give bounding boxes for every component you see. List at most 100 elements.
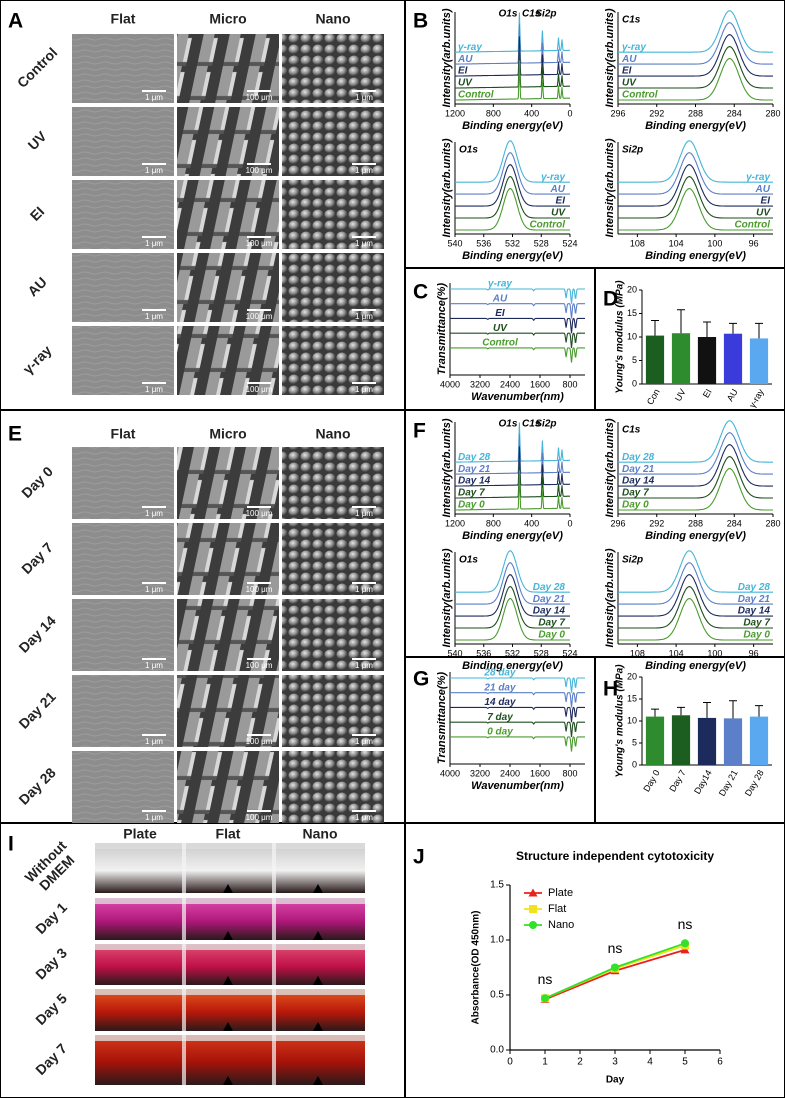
series-label: Day 28 <box>458 452 491 463</box>
series-label: Control <box>458 90 494 101</box>
well-photo <box>95 1035 365 1085</box>
row-label: Day 14 <box>15 612 58 655</box>
x-tick-label: Day14 <box>692 768 714 796</box>
x-axis-label: Wavenumber(nm) <box>471 391 564 403</box>
column-header: Flat <box>216 826 241 842</box>
well-gap <box>182 1035 186 1085</box>
series-label: UV <box>622 78 637 89</box>
scale-bar-label: 100 μm <box>246 813 273 822</box>
series-label: EI <box>622 66 632 77</box>
scale-bar-label: 1 μm <box>145 737 163 746</box>
series-label: EI <box>556 196 566 207</box>
spectrum-curve <box>455 598 570 641</box>
column-header: Nano <box>316 426 351 442</box>
spectrum-curve <box>618 550 773 593</box>
series-label: γ-ray <box>541 172 565 183</box>
scale-bar-label: 100 μm <box>246 737 273 746</box>
column-header: Flat <box>111 11 136 27</box>
y-tick-label: 20 <box>627 671 637 681</box>
spectrum-curve <box>618 164 773 207</box>
x-tick-label: γ-ray <box>747 387 766 410</box>
x-axis-label: Binding energy(eV) <box>462 660 563 672</box>
x-tick-label: 100 <box>707 648 722 658</box>
x-tick-label: 800 <box>562 768 577 778</box>
spectrum-curve <box>455 188 570 231</box>
scale-bar-label: 1 μm <box>145 93 163 102</box>
error-bar <box>651 320 659 336</box>
series-label: γ-ray <box>622 42 646 53</box>
series-label: Day 14 <box>738 606 771 617</box>
y-tick-label: 0.5 <box>490 990 504 1001</box>
spectrum-curve <box>455 140 570 183</box>
marker-triangle <box>223 976 233 985</box>
y-axis-label: Transmittance(%) <box>436 283 448 375</box>
y-axis-label: Intensity(arb.units) <box>441 418 453 517</box>
error-bar <box>677 309 685 334</box>
y-tick-label: 1.0 <box>490 935 504 946</box>
annotation: ns <box>608 940 623 956</box>
x-tick-label: 528 <box>534 238 549 248</box>
x-axis-label: Wavenumber(nm) <box>471 780 564 792</box>
well-gap <box>272 898 276 940</box>
series-label: Day 0 <box>538 630 565 641</box>
column-header: Flat <box>111 426 136 442</box>
series-label: γ-ray <box>458 42 482 53</box>
x-tick-label: 540 <box>447 238 462 248</box>
x-tick-label: 288 <box>688 108 703 118</box>
spectrum-curve <box>450 332 585 348</box>
marker-triangle <box>223 931 233 940</box>
y-tick-label: 10 <box>627 331 637 341</box>
x-tick-label: 3 <box>612 1057 618 1068</box>
scale-bar-label: 1 μm <box>145 661 163 670</box>
y-axis-label: Young's modulus (MPa) <box>615 280 626 394</box>
well-gap <box>182 843 186 893</box>
peak-label: Si2p <box>535 419 556 430</box>
series-label: EI <box>761 196 771 207</box>
column-header: Micro <box>209 426 246 442</box>
x-tick-label: 532 <box>505 648 520 658</box>
scale-bar-label: 1 μm <box>355 385 373 394</box>
scale-bar-label: 1 μm <box>145 385 163 394</box>
well-gap <box>272 989 276 1031</box>
scale-bar-label: 1 μm <box>145 166 163 175</box>
x-tick-label: Day 7 <box>667 768 687 793</box>
x-tick-label: 284 <box>727 108 742 118</box>
marker-triangle <box>223 1076 233 1085</box>
legend-label: Plate <box>548 887 573 899</box>
spectrum-curve <box>455 550 570 593</box>
error-bar <box>755 322 763 339</box>
x-tick-label: 104 <box>669 648 684 658</box>
x-tick-label: 1600 <box>530 379 550 389</box>
x-tick-label: AU <box>725 387 740 403</box>
row-label: Day 0 <box>18 463 56 501</box>
scale-bar-label: 1 μm <box>145 585 163 594</box>
marker-triangle <box>223 884 233 893</box>
panel-letter: F <box>413 420 426 443</box>
x-tick-label: 532 <box>505 238 520 248</box>
panel-letter: B <box>413 10 428 33</box>
spectrum-curve <box>455 176 570 219</box>
series-label: AU <box>457 54 473 65</box>
row-label: Day 7 <box>18 539 56 577</box>
x-tick-label: 1200 <box>445 108 465 118</box>
scale-bar-label: 1 μm <box>145 813 163 822</box>
bar <box>723 718 743 765</box>
x-tick-label: 96 <box>749 238 759 248</box>
x-tick-label: 0 <box>567 518 572 528</box>
x-tick-label: 524 <box>562 648 577 658</box>
scale-bar-label: 1 μm <box>355 166 373 175</box>
peak-label: O1s <box>498 419 517 430</box>
x-tick-label: 800 <box>486 108 501 118</box>
x-tick-label: 800 <box>562 379 577 389</box>
well-rim <box>95 944 365 950</box>
scale-bar-label: 1 μm <box>355 312 373 321</box>
x-tick-label: 536 <box>476 648 491 658</box>
spectrum-curve <box>618 22 773 65</box>
spectrum-curve <box>455 36 570 77</box>
spectrum-curve <box>618 468 773 511</box>
bar <box>749 338 769 384</box>
panel-letter: J <box>413 846 425 869</box>
spectrum-curve <box>455 434 570 475</box>
series-label: Day 28 <box>533 582 566 593</box>
